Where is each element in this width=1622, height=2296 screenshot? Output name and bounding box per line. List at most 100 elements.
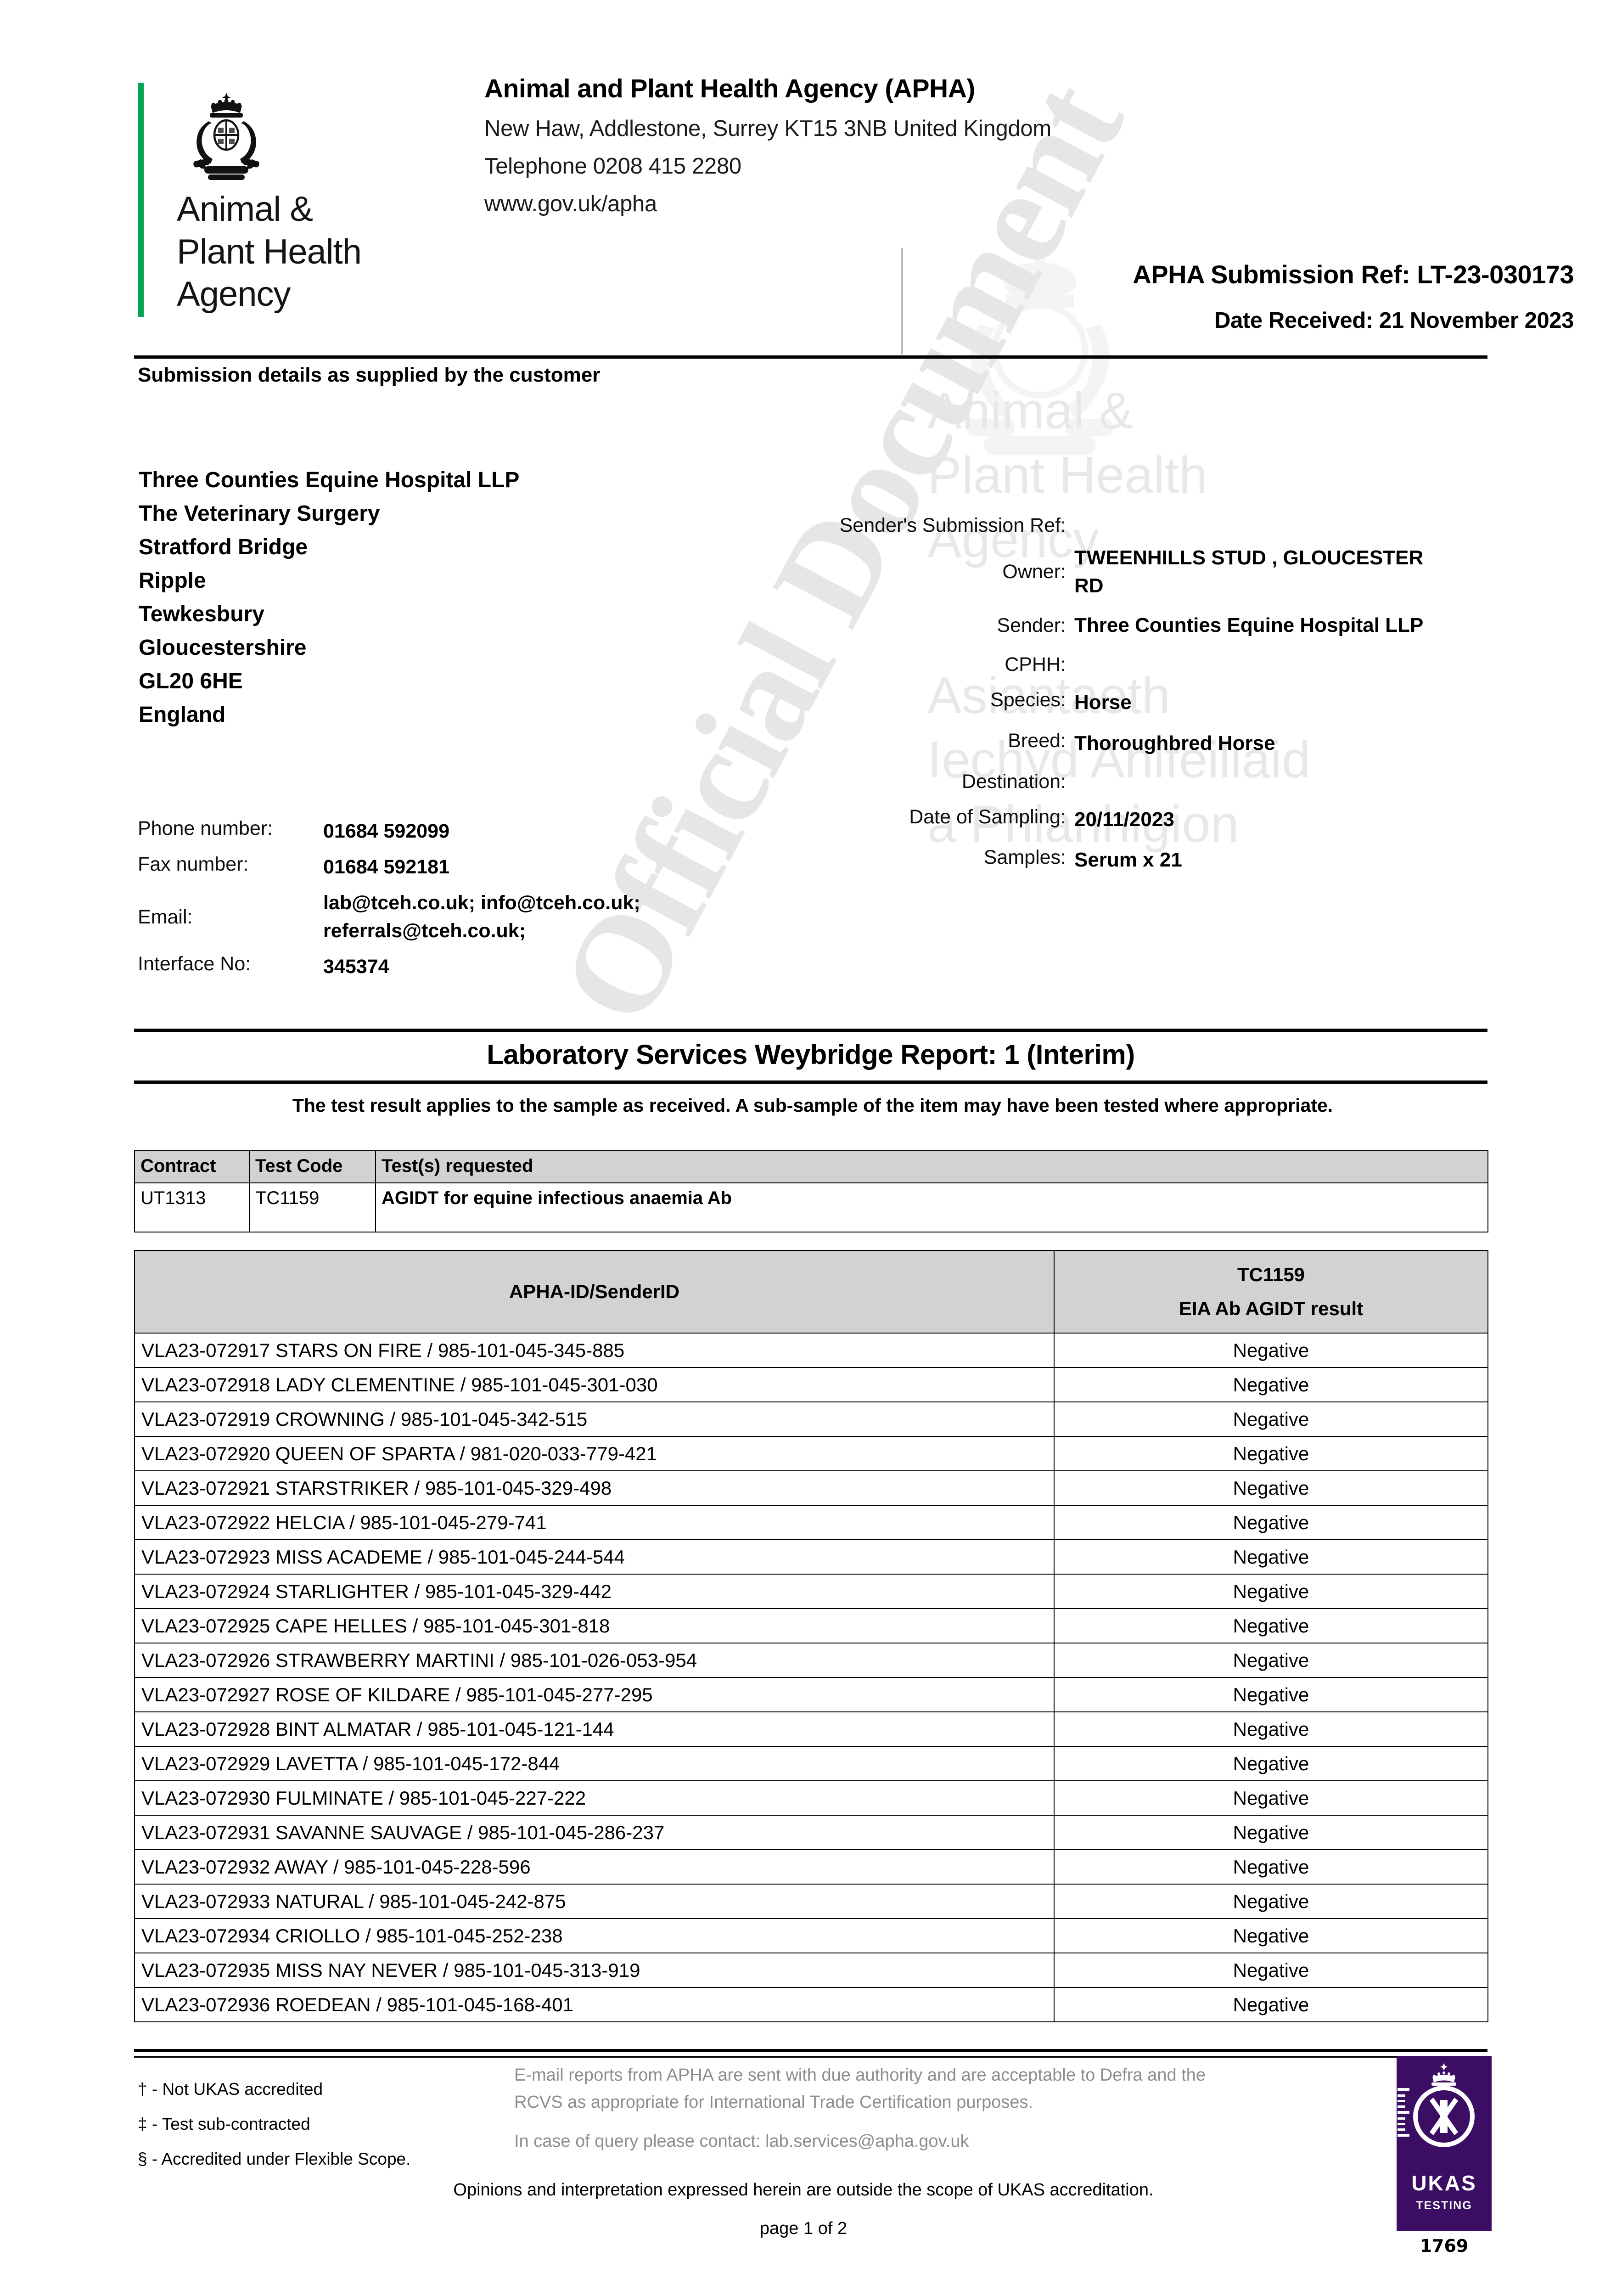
results-cell-result: Negative (1054, 1436, 1488, 1471)
results-cell-result: Negative (1054, 1505, 1488, 1540)
address-line: The Veterinary Surgery (139, 501, 380, 526)
detail-row-owner: Owner: TWEENHILLS STUD , GLOUCESTER RD (780, 544, 1497, 600)
footer-notes: E-mail reports from APHA are sent with d… (514, 2062, 1217, 2167)
contact-row-interface: Interface No: 345374 (138, 953, 854, 981)
contact-value: 01684 592099 (323, 820, 450, 842)
agency-contact-block: Animal and Plant Health Agency (APHA) Ne… (484, 73, 1051, 217)
footer-page-number: page 1 of 2 (759, 2219, 847, 2238)
results-cell-apha-id: VLA23-072922 HELCIA / 985-101-045-279-74… (134, 1505, 1055, 1540)
contract-cell-test-name: AGIDT for equine infectious anaemia Ab (375, 1182, 1488, 1232)
detail-label: Destination: (961, 770, 1066, 793)
logo-wordmark-line2: Plant Health (177, 232, 362, 271)
footer-rule-top (134, 2049, 1487, 2052)
table-row: VLA23-072928 BINT ALMATAR / 985-101-045-… (134, 1711, 1488, 1747)
table-row: VLA23-072930 FULMINATE / 985-101-045-227… (134, 1780, 1488, 1816)
detail-row-senders-ref: Sender's Submission Ref: (780, 514, 1497, 537)
detail-label: Samples: (983, 846, 1066, 869)
results-cell-result: Negative (1054, 1643, 1488, 1678)
table-row: VLA23-072923 MISS ACADEME / 985-101-045-… (134, 1539, 1488, 1575)
table-row: VLA23-072936 ROEDEAN / 985-101-045-168-4… (134, 1987, 1488, 2022)
address-line: England (139, 702, 226, 727)
logo-wordmark: Animal & Plant Health Agency (177, 188, 362, 316)
results-col-apha-id: APHA-ID/SenderID (134, 1250, 1055, 1334)
table-row: VLA23-072926 STRAWBERRY MARTINI / 985-10… (134, 1643, 1488, 1678)
detail-row-sender: Sender: Three Counties Equine Hospital L… (780, 612, 1497, 640)
results-cell-result: Negative (1054, 1884, 1488, 1919)
results-cell-result: Negative (1054, 1918, 1488, 1953)
header-vertical-divider (901, 248, 903, 355)
submission-ref: APHA Submission Ref: LT-23-030173 (1133, 260, 1574, 289)
table-row: VLA23-072929 LAVETTA / 985-101-045-172-8… (134, 1746, 1488, 1781)
contract-table: Contract Test Code Test(s) requested UT1… (134, 1150, 1488, 1232)
contract-col-contract: Contract (134, 1150, 250, 1183)
contact-value: 01684 592181 (323, 856, 450, 878)
contract-cell-contract: UT1313 (134, 1182, 250, 1232)
detail-row-species: Species: Horse (780, 689, 1497, 717)
detail-value: TWEENHILLS STUD , GLOUCESTER RD (1074, 546, 1424, 597)
ukas-crown-circle-icon (1398, 2063, 1475, 2147)
contact-value[interactable]: lab@tceh.co.uk; info@tceh.co.uk; referra… (323, 892, 640, 942)
detail-row-cphh: CPHH: (780, 653, 1497, 676)
table-row: VLA23-072935 MISS NAY NEVER / 985-101-04… (134, 1953, 1488, 1988)
table-row: VLA23-072925 CAPE HELLES / 985-101-045-3… (134, 1608, 1488, 1643)
table-row: VLA23-072931 SAVANNE SAUVAGE / 985-101-0… (134, 1815, 1488, 1850)
results-cell-result: Negative (1054, 1746, 1488, 1781)
footer-note-email: E-mail reports from APHA are sent with d… (514, 2065, 1206, 2112)
results-cell-apha-id: VLA23-072929 LAVETTA / 985-101-045-172-8… (134, 1746, 1055, 1781)
footer-opinions-note: Opinions and interpretation expressed he… (453, 2180, 1154, 2200)
logo-wordmark-line3: Agency (177, 275, 291, 314)
contract-table-row: UT1313 TC1159 AGIDT for equine infectiou… (134, 1182, 1488, 1232)
results-cell-result: Negative (1054, 1953, 1488, 1988)
results-cell-apha-id: VLA23-072918 LADY CLEMENTINE / 985-101-0… (134, 1367, 1055, 1402)
results-cell-apha-id: VLA23-072920 QUEEN OF SPARTA / 981-020-0… (134, 1436, 1055, 1471)
logo-wordmark-line1: Animal & (177, 190, 313, 229)
results-col-result: TC1159 EIA Ab AGIDT result (1054, 1250, 1488, 1334)
results-cell-result: Negative (1054, 1815, 1488, 1850)
date-received: Date Received: 21 November 2023 (1214, 308, 1574, 333)
results-cell-apha-id: VLA23-072930 FULMINATE / 985-101-045-227… (134, 1780, 1055, 1816)
results-cell-apha-id: VLA23-072927 ROSE OF KILDARE / 985-101-0… (134, 1677, 1055, 1712)
results-cell-apha-id: VLA23-072931 SAVANNE SAUVAGE / 985-101-0… (134, 1815, 1055, 1850)
detail-label: Owner: (1002, 561, 1066, 583)
ukas-accreditation-number: 1769 (1420, 2236, 1469, 2256)
contract-cell-test-code: TC1159 (249, 1182, 376, 1232)
footer-rule-bottom (134, 2056, 1487, 2058)
contact-row-phone: Phone number: 01684 592099 (138, 817, 854, 845)
contract-table-header-row: Contract Test Code Test(s) requested (134, 1150, 1488, 1183)
results-table: APHA-ID/SenderID TC1159 EIA Ab AGIDT res… (134, 1250, 1488, 2022)
watermark-line: Plant Health (927, 446, 1208, 504)
results-cell-result: Negative (1054, 1849, 1488, 1885)
agency-telephone: Telephone 0208 415 2280 (484, 154, 741, 179)
address-line: Tewkesbury (139, 602, 264, 626)
results-cell-result: Negative (1054, 1367, 1488, 1402)
results-cell-apha-id: VLA23-072919 CROWNING / 985-101-045-342-… (134, 1401, 1055, 1437)
detail-label: Breed: (1008, 729, 1066, 752)
results-cell-apha-id: VLA23-072933 NATURAL / 985-101-045-242-8… (134, 1884, 1055, 1919)
table-row: VLA23-072927 ROSE OF KILDARE / 985-101-0… (134, 1677, 1488, 1712)
detail-label: Date of Sampling: (909, 805, 1066, 828)
address-line: Gloucestershire (139, 635, 307, 660)
report-note: The test result applies to the sample as… (292, 1095, 1333, 1116)
watermark-crest-icon (967, 247, 1113, 456)
table-row: VLA23-072934 CRIOLLO / 985-101-045-252-2… (134, 1918, 1488, 1953)
results-cell-result: Negative (1054, 1987, 1488, 2022)
detail-value: Thoroughbred Horse (1074, 732, 1275, 754)
legend-test-sub-contracted: ‡ - Test sub-contracted (138, 2114, 310, 2133)
contact-label: Phone number: (138, 817, 273, 839)
detail-row-date-of-sampling: Date of Sampling: 20/11/2023 (780, 806, 1497, 834)
results-cell-apha-id: VLA23-072932 AWAY / 985-101-045-228-596 (134, 1849, 1055, 1885)
table-row: VLA23-072918 LADY CLEMENTINE / 985-101-0… (134, 1367, 1488, 1402)
ukas-logo-box: UKAS TESTING (1397, 2056, 1492, 2231)
submission-section-title: Submission details as supplied by the cu… (138, 364, 601, 386)
agency-website[interactable]: www.gov.uk/apha (484, 191, 657, 216)
table-row: VLA23-072933 NATURAL / 985-101-045-242-8… (134, 1884, 1488, 1919)
detail-value: Three Counties Equine Hospital LLP (1074, 614, 1424, 637)
detail-row-samples: Samples: Serum x 21 (780, 846, 1497, 874)
results-table-header-row: APHA-ID/SenderID TC1159 EIA Ab AGIDT res… (134, 1250, 1488, 1334)
address-line: Ripple (139, 568, 206, 593)
results-cell-apha-id: VLA23-072924 STARLIGHTER / 985-101-045-3… (134, 1574, 1055, 1609)
detail-value: Serum x 21 (1074, 849, 1182, 872)
results-cell-apha-id: VLA23-072925 CAPE HELLES / 985-101-045-3… (134, 1608, 1055, 1643)
ukas-wordmark: UKAS (1411, 2171, 1477, 2195)
